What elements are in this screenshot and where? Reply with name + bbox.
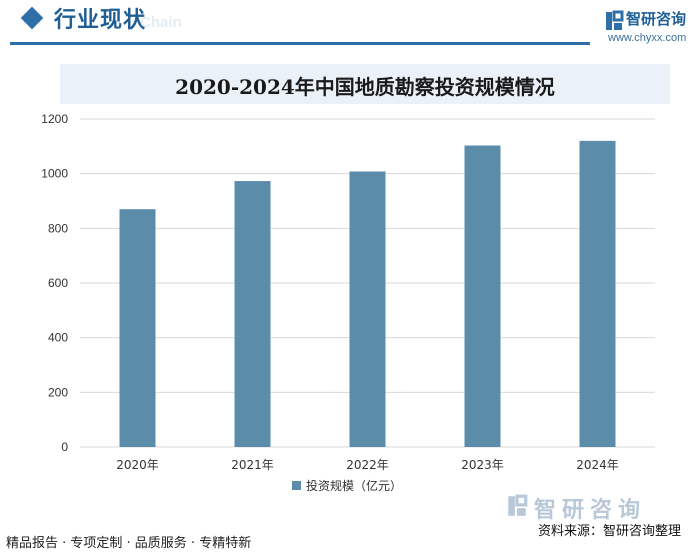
logo-icon bbox=[606, 10, 624, 30]
x-tick-label: 2021年 bbox=[231, 458, 274, 472]
x-tick-label: 2022年 bbox=[346, 458, 389, 472]
x-tick-label: 2020年 bbox=[116, 458, 159, 472]
section-title: 行业现状 bbox=[54, 8, 147, 33]
y-tick-label: 0 bbox=[61, 440, 68, 454]
y-tick-label: 1200 bbox=[41, 112, 68, 126]
bar bbox=[234, 181, 271, 447]
legend-label: 投资规模（亿元） bbox=[306, 478, 402, 493]
source-note: 资料来源：智研咨询整理 bbox=[538, 524, 682, 539]
bar-chart: 0 200 400 600 800 1000 1200 2020年 2021年 2022年 2023… bbox=[41, 112, 655, 493]
bar bbox=[119, 209, 156, 447]
y-tick-label: 200 bbox=[48, 385, 68, 399]
legend-swatch bbox=[292, 481, 301, 490]
diamond-icon bbox=[20, 6, 44, 30]
footer-brand: 智研咨询 bbox=[534, 498, 647, 523]
footer-logo: 智研咨询 bbox=[506, 492, 696, 523]
y-tick-label: 400 bbox=[48, 331, 68, 345]
logo-name: 智研咨询 bbox=[626, 10, 687, 28]
y-tick-label: 600 bbox=[48, 276, 68, 290]
bar bbox=[464, 145, 501, 447]
footer-tagline: 精品报告 · 专项定制 · 品质服务 · 专精特新 bbox=[6, 536, 252, 551]
logo-url: www.chyxx.com bbox=[608, 32, 687, 44]
y-tick-label: 1000 bbox=[41, 167, 68, 181]
y-tick-label: 800 bbox=[48, 221, 68, 235]
chart-title-bar: 2020-2024年中国地质勘察投资规模情况 bbox=[60, 64, 670, 104]
bar bbox=[579, 140, 616, 447]
bar bbox=[349, 171, 386, 447]
x-tick-label: 2024年 bbox=[576, 458, 619, 472]
x-tick-label: 2023年 bbox=[461, 458, 504, 472]
brand-logo: 智研咨询 www.chyxx.com bbox=[604, 8, 696, 48]
logo-icon bbox=[508, 494, 528, 516]
chart-title: 2020-2024年中国地质勘察投资规模情况 bbox=[175, 75, 555, 99]
section-subtitle: Chain bbox=[140, 14, 182, 31]
header: 行业现状 Chain 智研咨询 www.chyxx.com bbox=[0, 0, 700, 48]
header-rule bbox=[10, 42, 590, 45]
